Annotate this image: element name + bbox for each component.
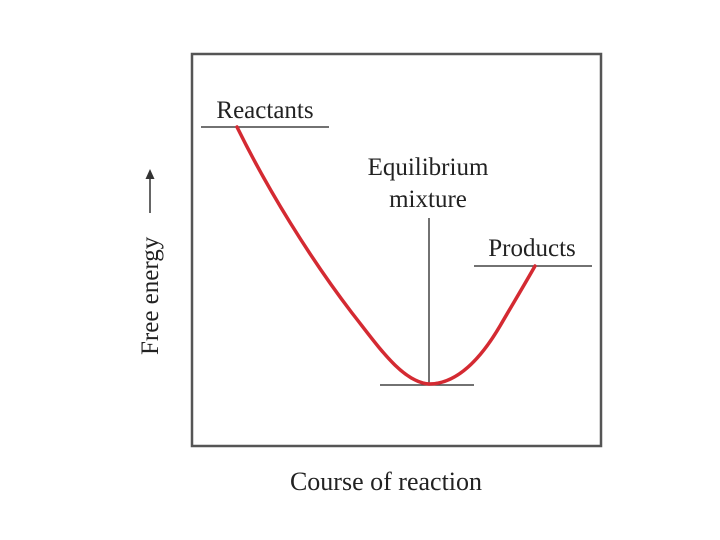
equilibrium-label-line1: Equilibrium [368,154,489,181]
y-axis-arrow-icon [145,169,155,179]
equilibrium-label-line2: mixture [389,186,467,213]
plot-frame [190,52,603,448]
products-label: Products [488,235,576,262]
free-energy-curve [235,125,537,386]
y-axis-label: Free energy [137,236,164,355]
reactants-label: Reactants [216,97,313,124]
x-axis-label: Course of reaction [290,467,482,496]
y-axis-title: Free energy [137,169,164,355]
